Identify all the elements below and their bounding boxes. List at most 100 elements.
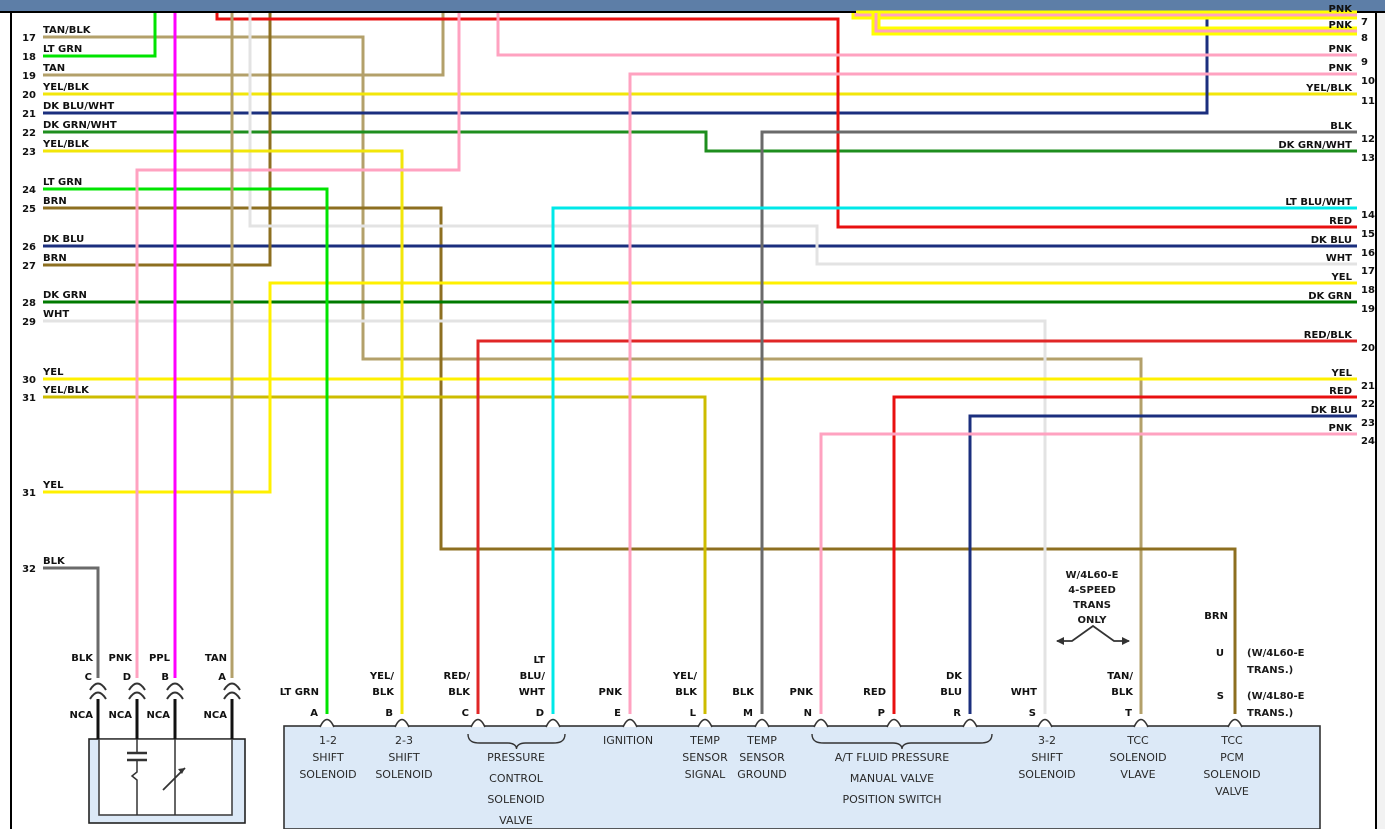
wire-color-label-right-w22-dk-grn-wht: DK GRN/WHT [1278,140,1352,151]
pin-letter-S: S [1029,708,1036,719]
wire-number-right-20: 20 [1361,343,1375,354]
pcm-connector-box [283,725,1321,829]
pin-letter-N: N [804,708,812,719]
wire-color-label-w23-yel-blk: YEL/BLK [42,139,90,150]
range-arrow-icon [1057,624,1129,642]
pin-wire-color-L: BLK [675,687,698,698]
w29-wht [43,319,1047,714]
nca-label: NCA [70,710,94,721]
pin-letter-S: S [1217,691,1224,702]
wire-number-left-25: 25 [22,204,36,215]
wire-color-label-w28-dk-grn: DK GRN [43,290,87,301]
wire-color-label-right-w-dk-blu-23: DK BLU [1311,405,1352,416]
component-name: SOLENOID [375,768,432,781]
wire-number-left-22: 22 [22,128,36,139]
w31-yel-blk [43,395,707,714]
wire-color-label-w31-yel: YEL [42,480,64,491]
wire-color-label-right-w20-yel-blk: YEL/BLK [1305,83,1353,94]
component-name: GROUND [737,768,787,781]
component-name: TEMP [746,734,777,747]
brace-icon [811,733,993,750]
connector-pin-arc-icon [1227,718,1243,728]
arrowhead-left-icon [1056,637,1064,645]
scrollbar-strip[interactable] [1377,0,1385,829]
wire-number-right-24: 24 [1361,436,1375,447]
wire-color-label-w18-lt-grn: LT GRN [43,44,82,55]
wire-number-right-23: 23 [1361,418,1375,429]
wire-number-left-19: 19 [22,71,36,82]
wire-number-left-20: 20 [22,90,36,101]
wire-color-label-right-w31-yel: YEL [1331,272,1353,283]
w22-dk-grn-wht [43,130,1357,153]
wire-number-left-28: 28 [22,298,36,309]
window-top-bar [0,0,1385,11]
wire-color-label-right-w28-dk-grn: DK GRN [1308,291,1352,302]
w23-yel-blk [43,149,404,714]
pin-wire-color-A: LT GRN [280,687,319,698]
wire-number-right-16: 16 [1361,248,1375,259]
arrowhead-right-icon [1122,637,1130,645]
breakaway-chevron-icon [89,682,107,691]
w27-brn [43,13,272,267]
wire-color-label-right-w-lt-blu-wht-14: LT BLU/WHT [1285,197,1352,208]
component-name: 1-2 [319,734,337,747]
nca-wire-color-PNK: PNK [109,653,134,664]
trans-pin-note: TRANS.) [1247,665,1293,676]
wire-number-right-7: 7 [1361,17,1368,28]
pin-wire-color-P: RED [863,687,886,698]
component-name: POSITION SWITCH [843,793,942,806]
pin-letter-E: E [614,708,621,719]
wire-number-right-9: 9 [1361,57,1368,68]
wire-number-right-13: 13 [1361,153,1375,164]
wire-color-label-w24-lt-grn: LT GRN [43,177,82,188]
pin-letter-T: T [1125,708,1132,719]
wire-number-right-15: 15 [1361,229,1375,240]
rheostat-arrowhead [178,768,185,774]
w-pnk-24 [819,432,1357,714]
trans-pin-note: (W/4L80-E [1247,691,1305,702]
wire-number-left-27: 27 [22,261,36,272]
component-name: SENSOR [682,751,728,764]
breakaway-chevron-icon [128,691,146,700]
w-red-22 [892,395,1357,714]
brace-icon [467,733,566,750]
wire-color-label-right-w-blk-12: BLK [1330,121,1353,132]
nca-wire-color-PPL: PPL [149,653,171,664]
wire-number-left-31: 31 [22,488,36,499]
component-name: SOLENOID [1109,751,1166,764]
capacitor-lead [130,761,138,815]
wire-color-label-w25-brn: BRN [43,196,67,207]
breakaway-chevron-icon [89,691,107,700]
wire-color-label-w20-yel-blk: YEL/BLK [42,82,90,93]
component-name: TCC [1126,734,1149,747]
w-red-15 [215,13,1357,229]
component-name: SHIFT [1031,751,1063,764]
breakaway-chevron-icon [128,682,146,691]
wire-number-right-19: 19 [1361,304,1375,315]
diagram-right-border [1375,13,1377,829]
wire-number-right-14: 14 [1361,210,1375,221]
connector-pin-arc-icon [319,718,335,728]
pin-wire-color-N: PNK [790,687,815,698]
wire-color-label-right-w-pnk-24: PNK [1329,423,1354,434]
wire-color-label-right-w-pnk-9: PNK [1329,44,1354,55]
trans-pin-note: TRANS.) [1247,708,1293,719]
pin-wire-color-S: WHT [1011,687,1037,698]
nca-pin-letter-A: A [218,672,226,683]
component-name: SOLENOID [487,793,544,806]
breakaway-chevron-icon [223,691,241,700]
connector-pin-arc-icon [813,718,829,728]
connector-pin-arc-icon [697,718,713,728]
wire-number-left-24: 24 [22,185,36,196]
wire-color-label-w32-blk: BLK [43,556,66,567]
w-blk-12 [760,130,1357,714]
w18-lt-grn [43,13,157,58]
breakaway-chevron-icon [166,682,184,691]
wire-color-label-right-w26-dk-blu: DK BLU [1311,235,1352,246]
diagram-top-border [0,11,1385,13]
w-pnk-d [135,13,461,678]
wire-color-label-right-w-wht-17: WHT [1326,253,1352,264]
diagram-left-border [10,13,12,829]
pin-letter-D: D [536,708,544,719]
